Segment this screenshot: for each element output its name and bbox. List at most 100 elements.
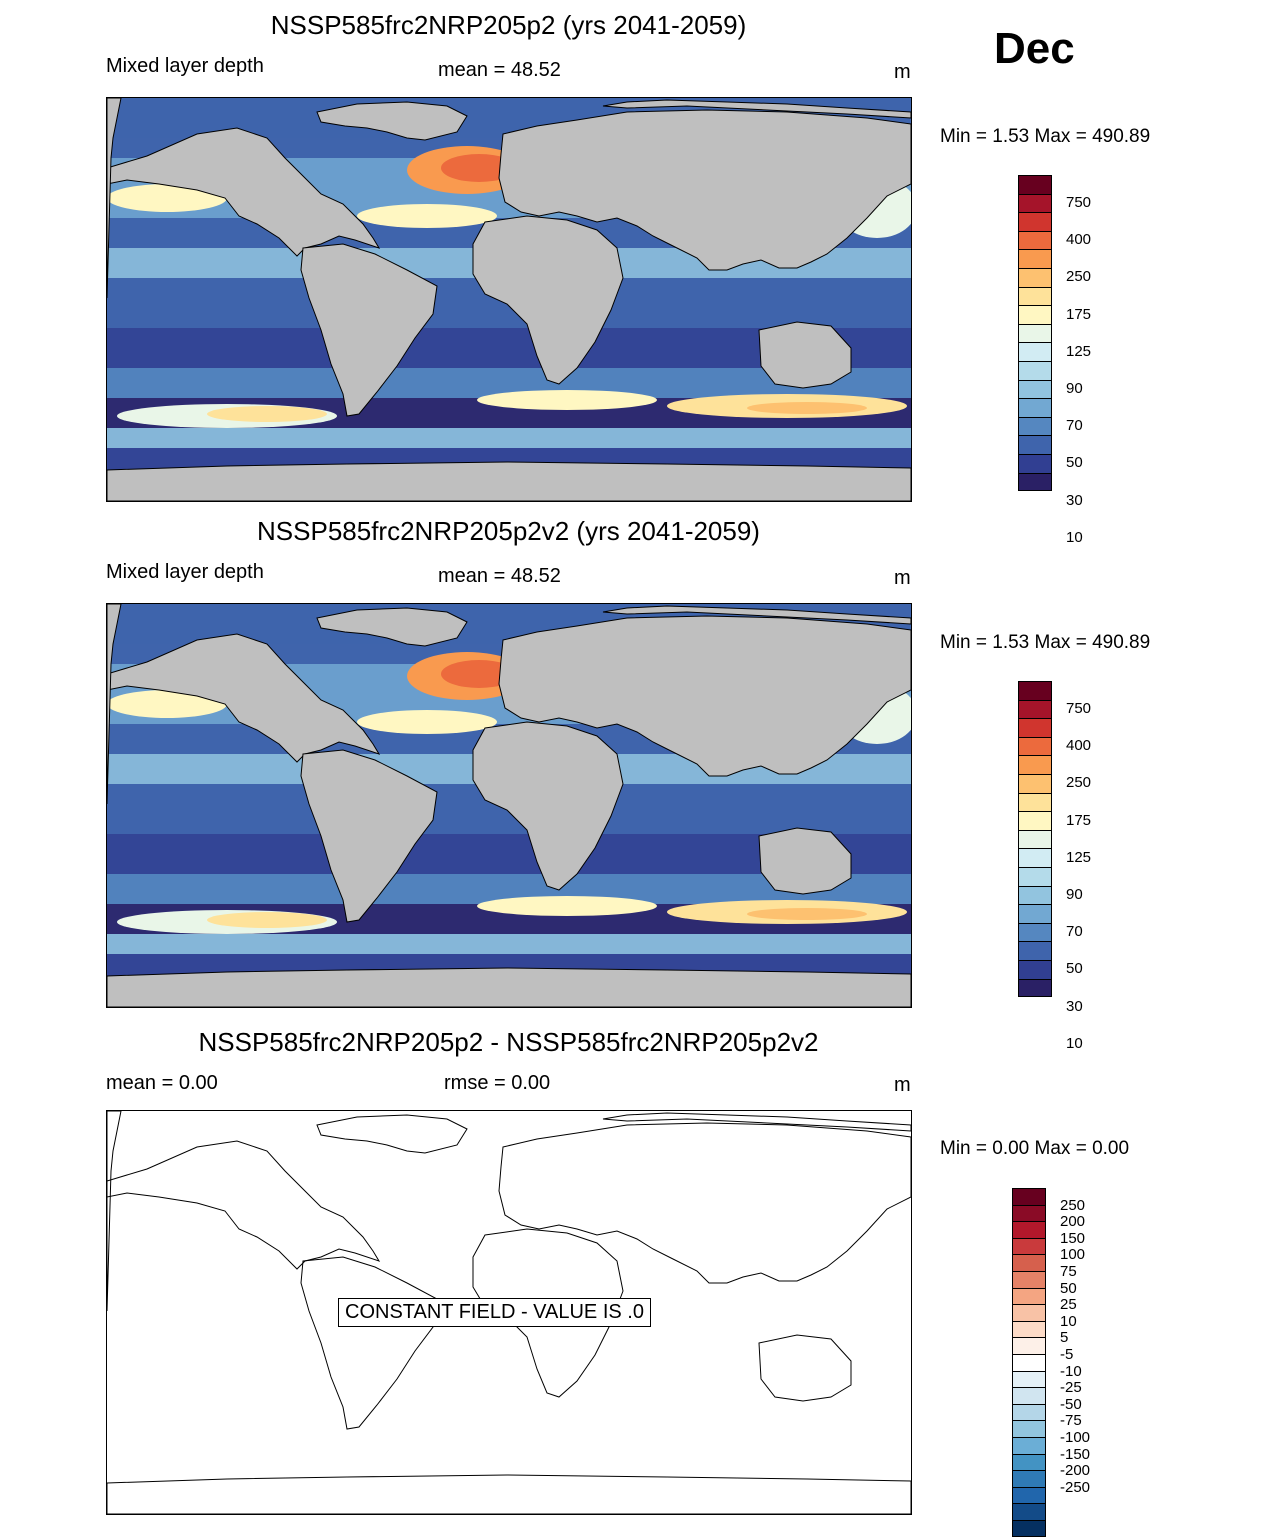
colorbar-label: 30 [1066,491,1083,509]
colorbar-box [1018,305,1052,324]
colorbar-label: -25 [1060,1379,1082,1397]
constant-field-note: CONSTANT FIELD - VALUE IS .0 [338,1298,651,1327]
colorbar-label: 175 [1066,305,1092,323]
colorbar-box [1018,342,1052,361]
colorbar-label: 150 [1060,1229,1086,1247]
panel-1-minmax: Min = 1.53 Max = 490.89 [940,126,1151,147]
colorbar-box [1012,1237,1046,1255]
panel-1-left-label: Mixed layer depth [106,55,264,77]
colorbar-label: 400 [1066,231,1092,249]
colorbar-box [1012,1271,1046,1288]
colorbar-box [1018,922,1052,942]
colorbar-box [1018,829,1052,849]
colorbar-label: 750 [1066,193,1092,211]
colorbar-box [1012,1403,1046,1421]
colorbar-box [1018,249,1052,268]
panel-3-units: m [894,1074,911,1096]
colorbar-label: 70 [1066,923,1083,941]
colorbar-label: 400 [1066,737,1092,755]
colorbar-label: -150 [1060,1445,1091,1463]
colorbar-box [1018,978,1052,998]
panel-1-center-label: mean = 48.52 [438,59,561,81]
colorbar-label: 175 [1066,811,1092,829]
panel-1-map [106,97,912,502]
colorbar-label: -250 [1060,1478,1091,1496]
colorbar-box [1018,286,1052,306]
colorbar-box [1018,193,1052,213]
colorbar-box [1018,774,1052,793]
colorbar-label: -100 [1060,1429,1091,1446]
mixed-layer-depth-map-2 [107,604,911,1007]
panel-3-left-label: mean = 0.00 [106,1072,218,1094]
colorbar-box [1012,1320,1046,1338]
colorbar-label: 90 [1066,885,1083,903]
panel-1-title: NSSP585frc2NRP205p2 (yrs 2041-2059) [270,10,747,40]
colorbar-box [1012,1304,1046,1321]
colorbar-box [1012,1420,1046,1437]
colorbar-box [1018,435,1052,454]
colorbar-box [1018,736,1052,756]
colorbar-box [1018,904,1052,923]
colorbar-box [1018,212,1052,231]
colorbar-label: 90 [1066,379,1083,397]
panel-2-minmax: Min = 1.53 Max = 490.89 [940,632,1151,653]
colorbar-box [1018,848,1052,867]
colorbar-box [1012,1387,1046,1404]
colorbar-box [1012,1437,1046,1454]
colorbar-box [1012,1503,1046,1520]
colorbar-label: 25 [1060,1296,1077,1314]
colorbar-box [1018,472,1052,492]
colorbar-box [1012,1470,1046,1487]
colorbar-label: -10 [1060,1362,1082,1380]
panel-3-map: CONSTANT FIELD - VALUE IS .0 [106,1110,912,1515]
panel-3-center-label: rmse = 0.00 [444,1072,551,1094]
panel-3-colorbar: 250 200 150 100 75 50 25 10 5 -5 -10 -25 -50 -75 -100-… [1012,1188,1132,1537]
colorbar-label: 125 [1066,848,1092,866]
colorbar-label: 70 [1066,417,1083,435]
colorbar-box [1018,454,1052,473]
colorbar-frame [1018,175,1052,492]
colorbar-box [1012,1453,1046,1471]
colorbar-box [1012,1486,1046,1504]
colorbar-box [1018,792,1052,812]
colorbar-box [1018,755,1052,774]
colorbar-box [1012,1354,1046,1371]
colorbar-label: 75 [1060,1263,1077,1280]
colorbar-label: 10 [1066,528,1083,546]
colorbar-box [1012,1287,1046,1305]
panel-2-title: NSSP585frc2NRP205p2v2 (yrs 2041-2059) [257,516,760,546]
colorbar-label: -200 [1060,1462,1091,1480]
panel-1-colorbar: 750 400 250 175 125 90 70 50 30 10 [1018,175,1138,546]
mixed-layer-depth-map-1 [107,98,911,501]
colorbar-box [1018,811,1052,830]
colorbar-frame [1012,1188,1046,1537]
panel-2-colorbar: 750 400 250 175 125 90 70 50 30 10 [1018,681,1138,1052]
colorbar-label: 10 [1060,1312,1077,1330]
panel-1-units: m [894,61,911,83]
colorbar-box [1012,1254,1046,1271]
colorbar-box [1018,718,1052,737]
colorbar-box [1018,699,1052,719]
month-label: Dec [994,24,1075,73]
colorbar-label: 250 [1066,268,1092,286]
panel-3-minmax: Min = 0.00 Max = 0.00 [940,1138,1130,1159]
colorbar-label: 200 [1060,1213,1086,1231]
colorbar-label: -75 [1060,1412,1082,1430]
colorbar-box [1018,398,1052,417]
colorbar-frame [1018,681,1052,998]
colorbar-box [1018,323,1052,343]
colorbar-label: 10 [1066,1034,1083,1052]
colorbar-label: 100 [1060,1246,1086,1264]
colorbar-label: 125 [1066,342,1092,360]
panel-3-title: NSSP585frc2NRP205p2 - NSSP585frc2NRP205p… [198,1027,819,1057]
colorbar-label: 30 [1066,997,1083,1015]
colorbar-box [1018,941,1052,960]
colorbar-label: 50 [1066,454,1083,472]
colorbar-label: -50 [1060,1395,1082,1413]
colorbar-box [1012,1370,1046,1388]
colorbar-box [1018,361,1052,380]
panel-2-left-label: Mixed layer depth [106,561,264,583]
colorbar-label: 250 [1066,774,1092,792]
colorbar-label: -5 [1060,1346,1074,1363]
colorbar-label: 5 [1060,1329,1069,1347]
